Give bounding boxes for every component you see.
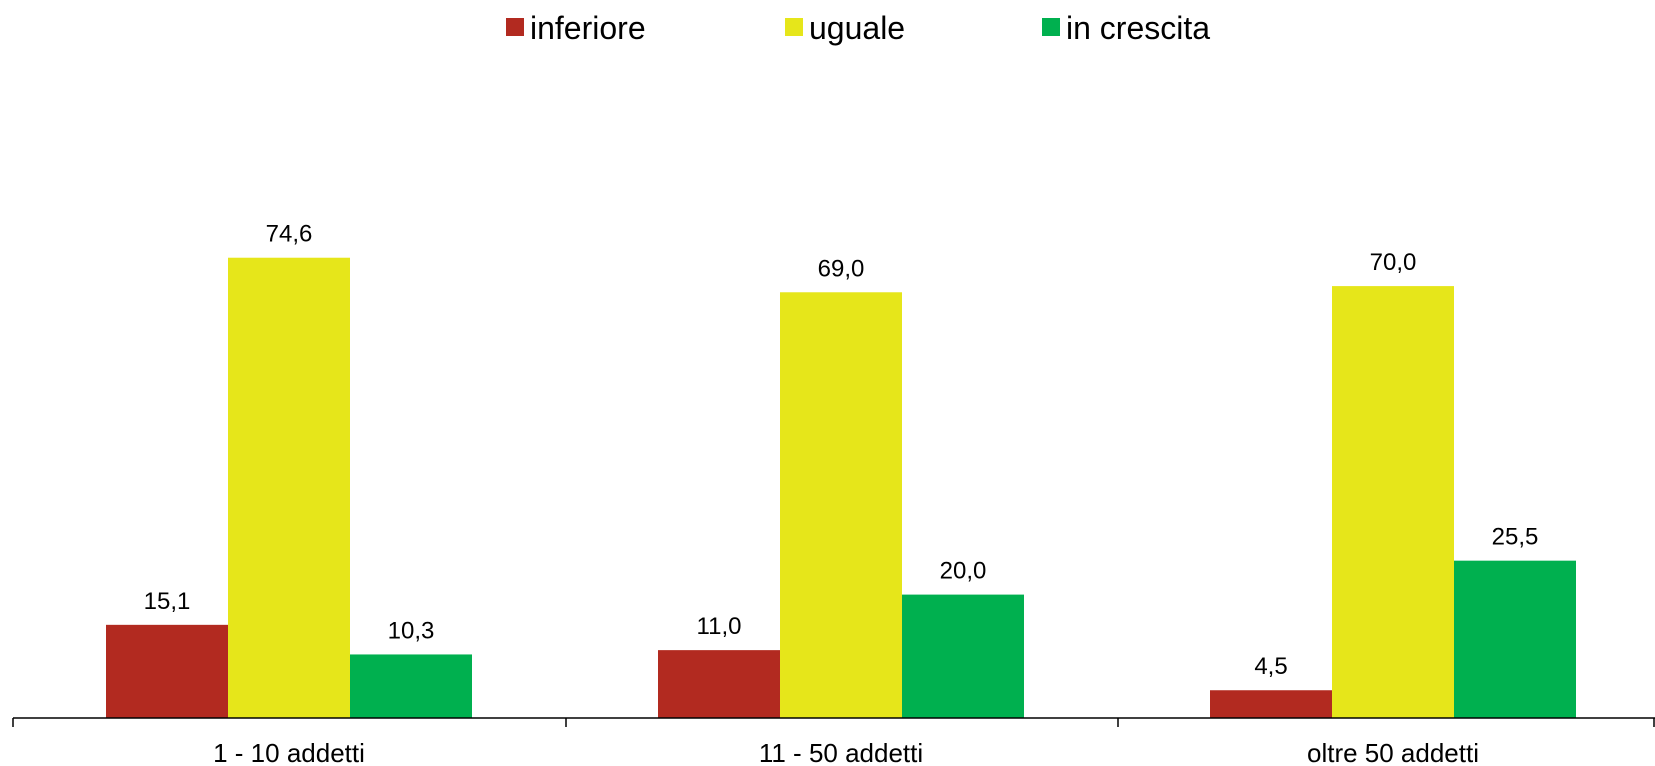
x-tick-label-oltre-50-addetti: oltre 50 addetti — [1307, 738, 1479, 766]
value-labels-group: 15,1 74,6 10,3 11,0 69,0 20,0 4,5 70,0 25,5 — [144, 221, 1539, 681]
value-label-uguale-oltre-50-addetti: 70,0 — [1370, 249, 1417, 276]
bar-uguale-11-50-addetti — [780, 292, 902, 718]
x-tick-label-11-50-addetti: 11 - 50 addetti — [759, 738, 923, 766]
bar-uguale-1-10-addetti — [228, 257, 350, 718]
value-label-in-crescita-11-50-addetti: 20,0 — [940, 558, 987, 585]
x-tick-label-1-10-addetti: 1 - 10 addetti — [213, 738, 365, 766]
bar-uguale-oltre-50-addetti — [1332, 286, 1454, 718]
value-label-inferiore-11-50-addetti: 11,0 — [697, 613, 742, 640]
value-label-in-crescita-oltre-50-addetti: 25,5 — [1492, 524, 1539, 551]
chart-legend: inferiore uguale in crescita — [506, 10, 1210, 46]
x-axis: 1 - 10 addetti 11 - 50 addetti oltre 50 ad… — [12, 717, 1655, 766]
bar-inferiore-11-50-addetti — [658, 650, 780, 718]
bar-in-crescita-oltre-50-addetti — [1454, 560, 1576, 718]
value-label-inferiore-oltre-50-addetti: 4,5 — [1254, 653, 1287, 680]
legend-swatch-uguale — [785, 18, 803, 36]
value-label-uguale-11-50-addetti: 69,0 — [818, 255, 865, 282]
value-label-in-crescita-1-10-addetti: 10,3 — [388, 617, 435, 644]
legend-label-in-crescita: in crescita — [1066, 10, 1210, 46]
bar-inferiore-oltre-50-addetti — [1210, 690, 1332, 718]
bar-inferiore-1-10-addetti — [106, 624, 228, 718]
legend-label-uguale: uguale — [809, 10, 905, 46]
legend-label-inferiore: inferiore — [530, 10, 646, 46]
bar-in-crescita-1-10-addetti — [350, 654, 472, 718]
bars-group — [106, 257, 1576, 718]
value-label-uguale-1-10-addetti: 74,6 — [266, 221, 313, 248]
legend-swatch-inferiore — [506, 18, 524, 36]
legend-swatch-in-crescita — [1042, 18, 1060, 36]
value-label-inferiore-1-10-addetti: 15,1 — [144, 588, 191, 615]
bar-in-crescita-11-50-addetti — [902, 594, 1024, 718]
